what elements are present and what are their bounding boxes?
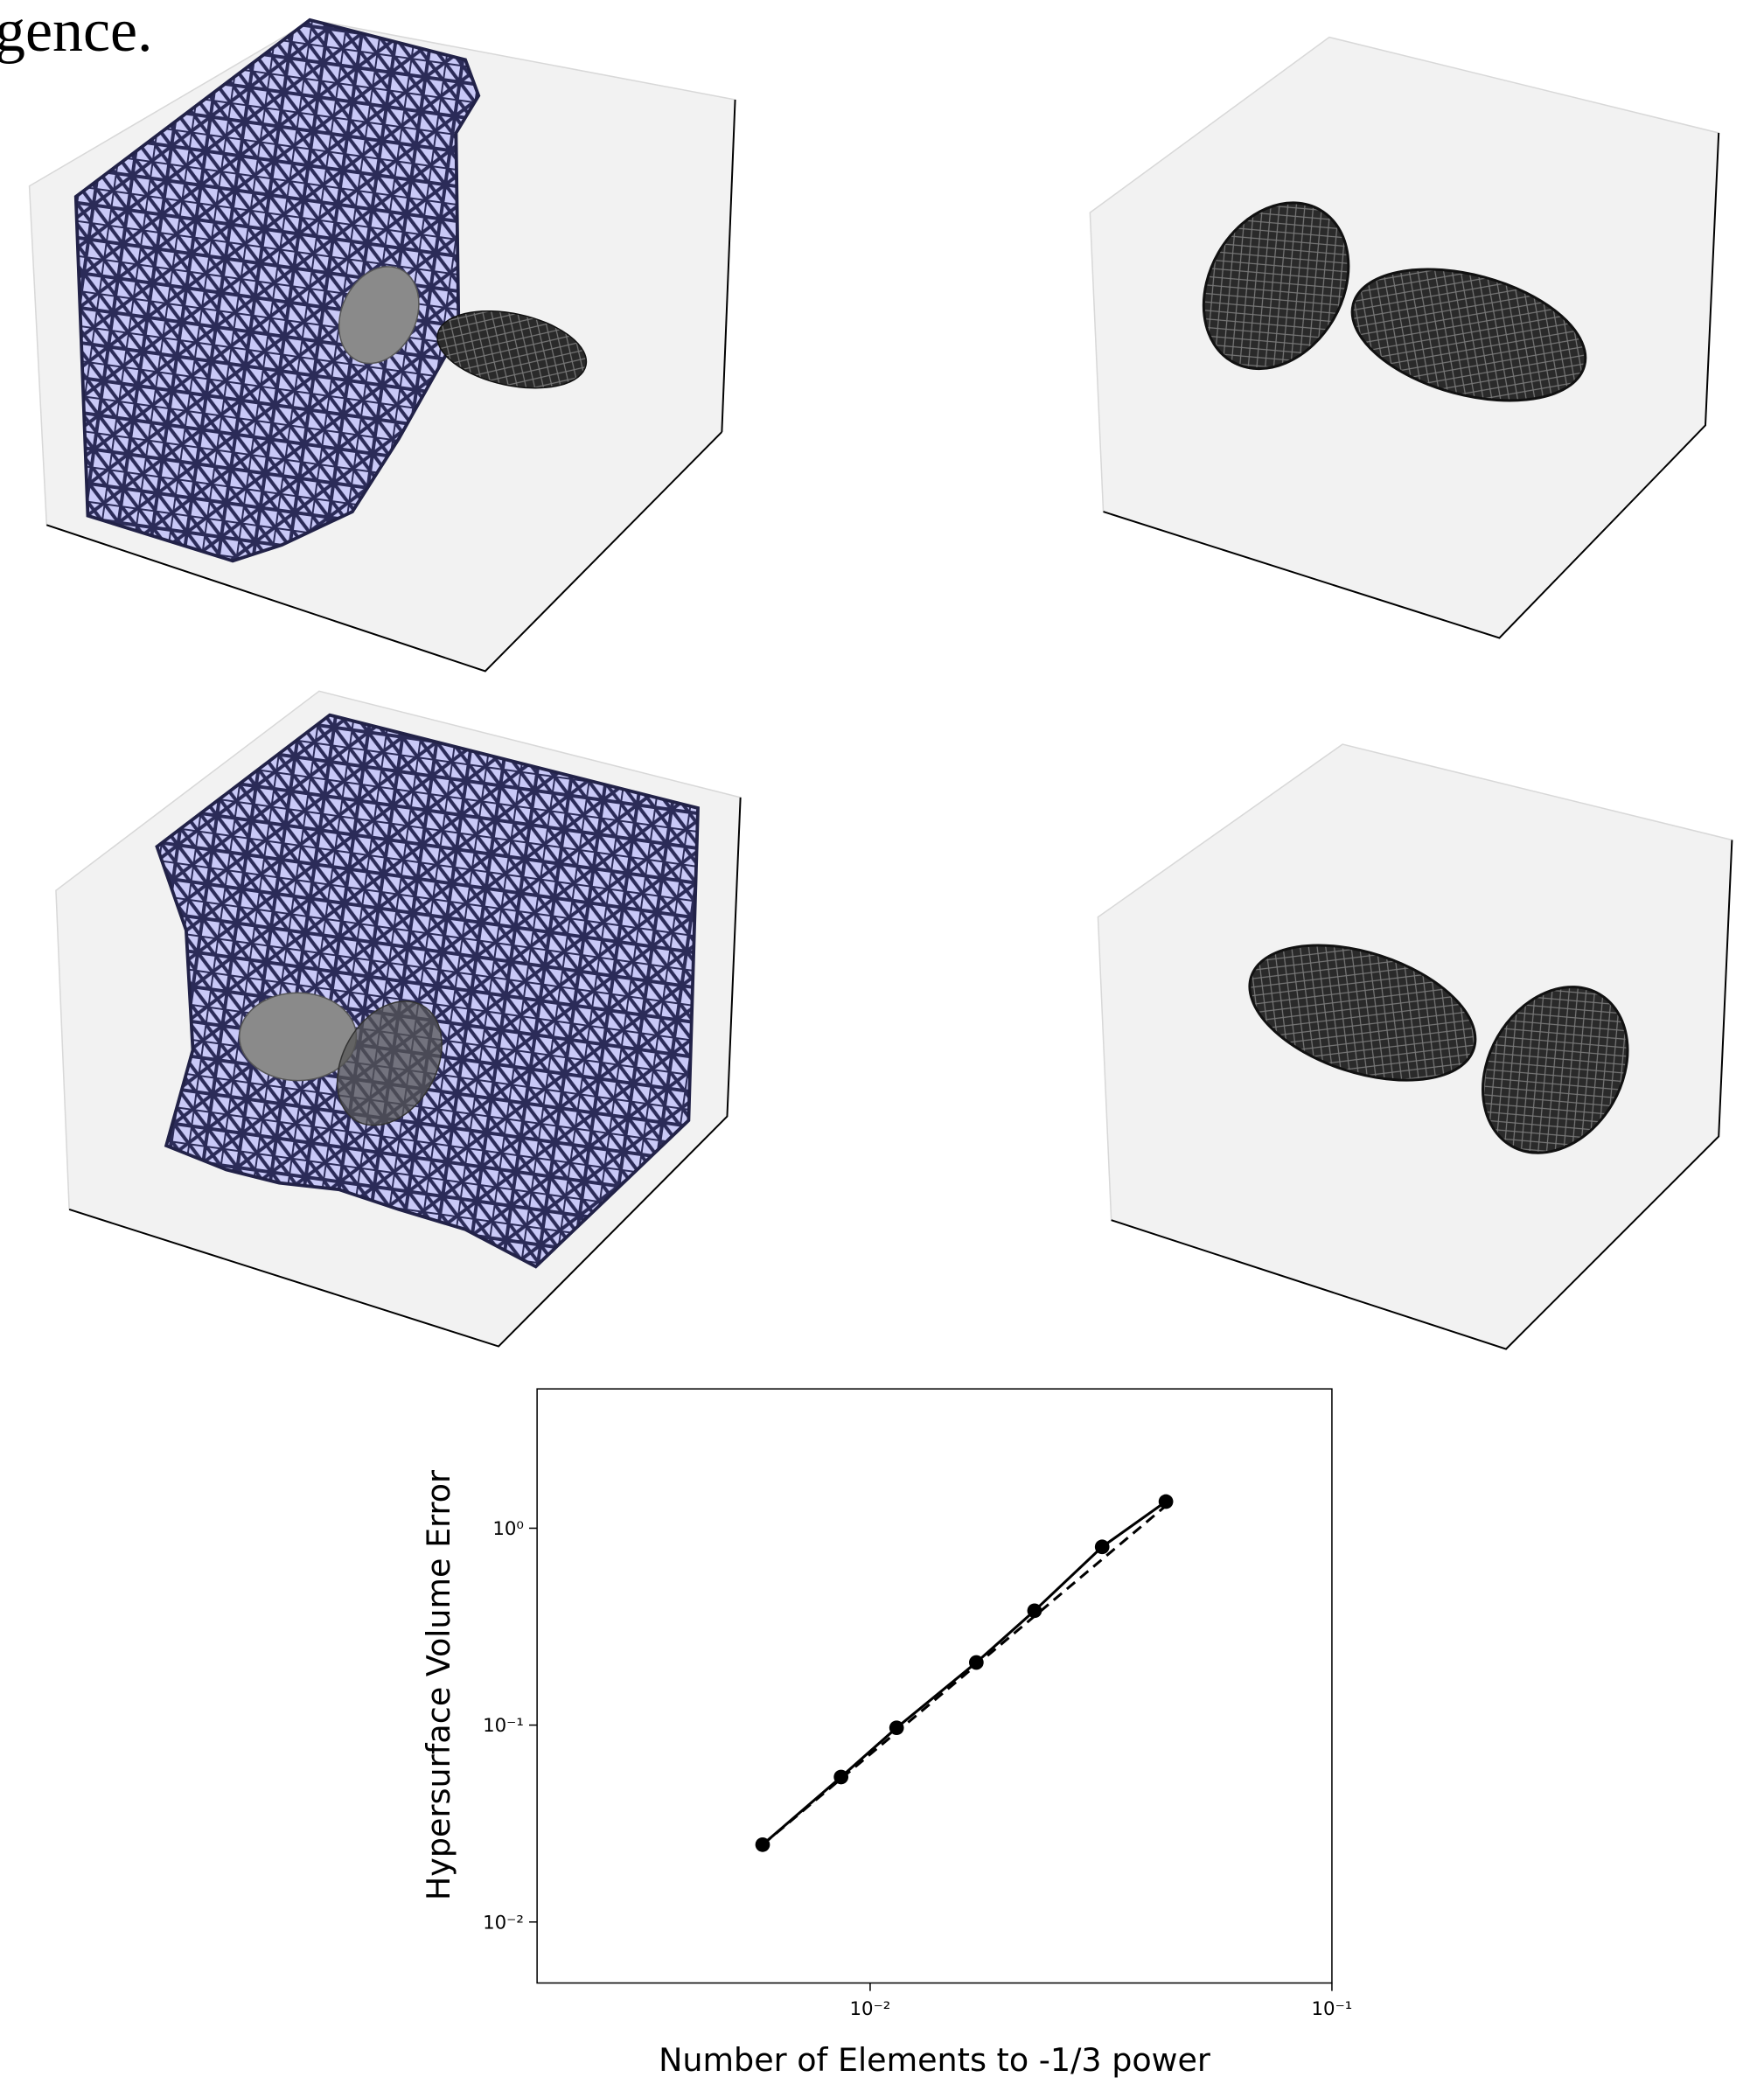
text-fragment: gence. — [0, 0, 152, 65]
page: {"header_fragment": "gence.", "chart_dat… — [0, 0, 1764, 2084]
mesh-panel — [30, 20, 736, 672]
figure: gence. Number of Elements to -1/3 power … — [0, 0, 1764, 2084]
x-tick-label: 10⁻² — [850, 1998, 891, 2020]
plot: Number of Elements to -1/3 power Hypersu… — [420, 1389, 1353, 2079]
fit-line — [763, 1506, 1166, 1845]
x-tick-label: 10⁻¹ — [1312, 1998, 1353, 2020]
y-tick-label: 10⁰ — [492, 1518, 524, 1540]
y-tick-label: 10⁻² — [483, 1912, 524, 1934]
mesh-panel — [56, 691, 741, 1346]
plot-frame — [537, 1389, 1332, 1983]
y-axis-label: Hypersurface Volume Error — [420, 1470, 457, 1900]
y-tick-label: 10⁻¹ — [483, 1715, 524, 1737]
x-axis-label: Number of Elements to -1/3 power — [659, 2041, 1210, 2079]
ellipsoid-panel — [1098, 744, 1732, 1349]
data-point — [1095, 1539, 1110, 1554]
ellipsoid-panel — [1090, 38, 1719, 638]
